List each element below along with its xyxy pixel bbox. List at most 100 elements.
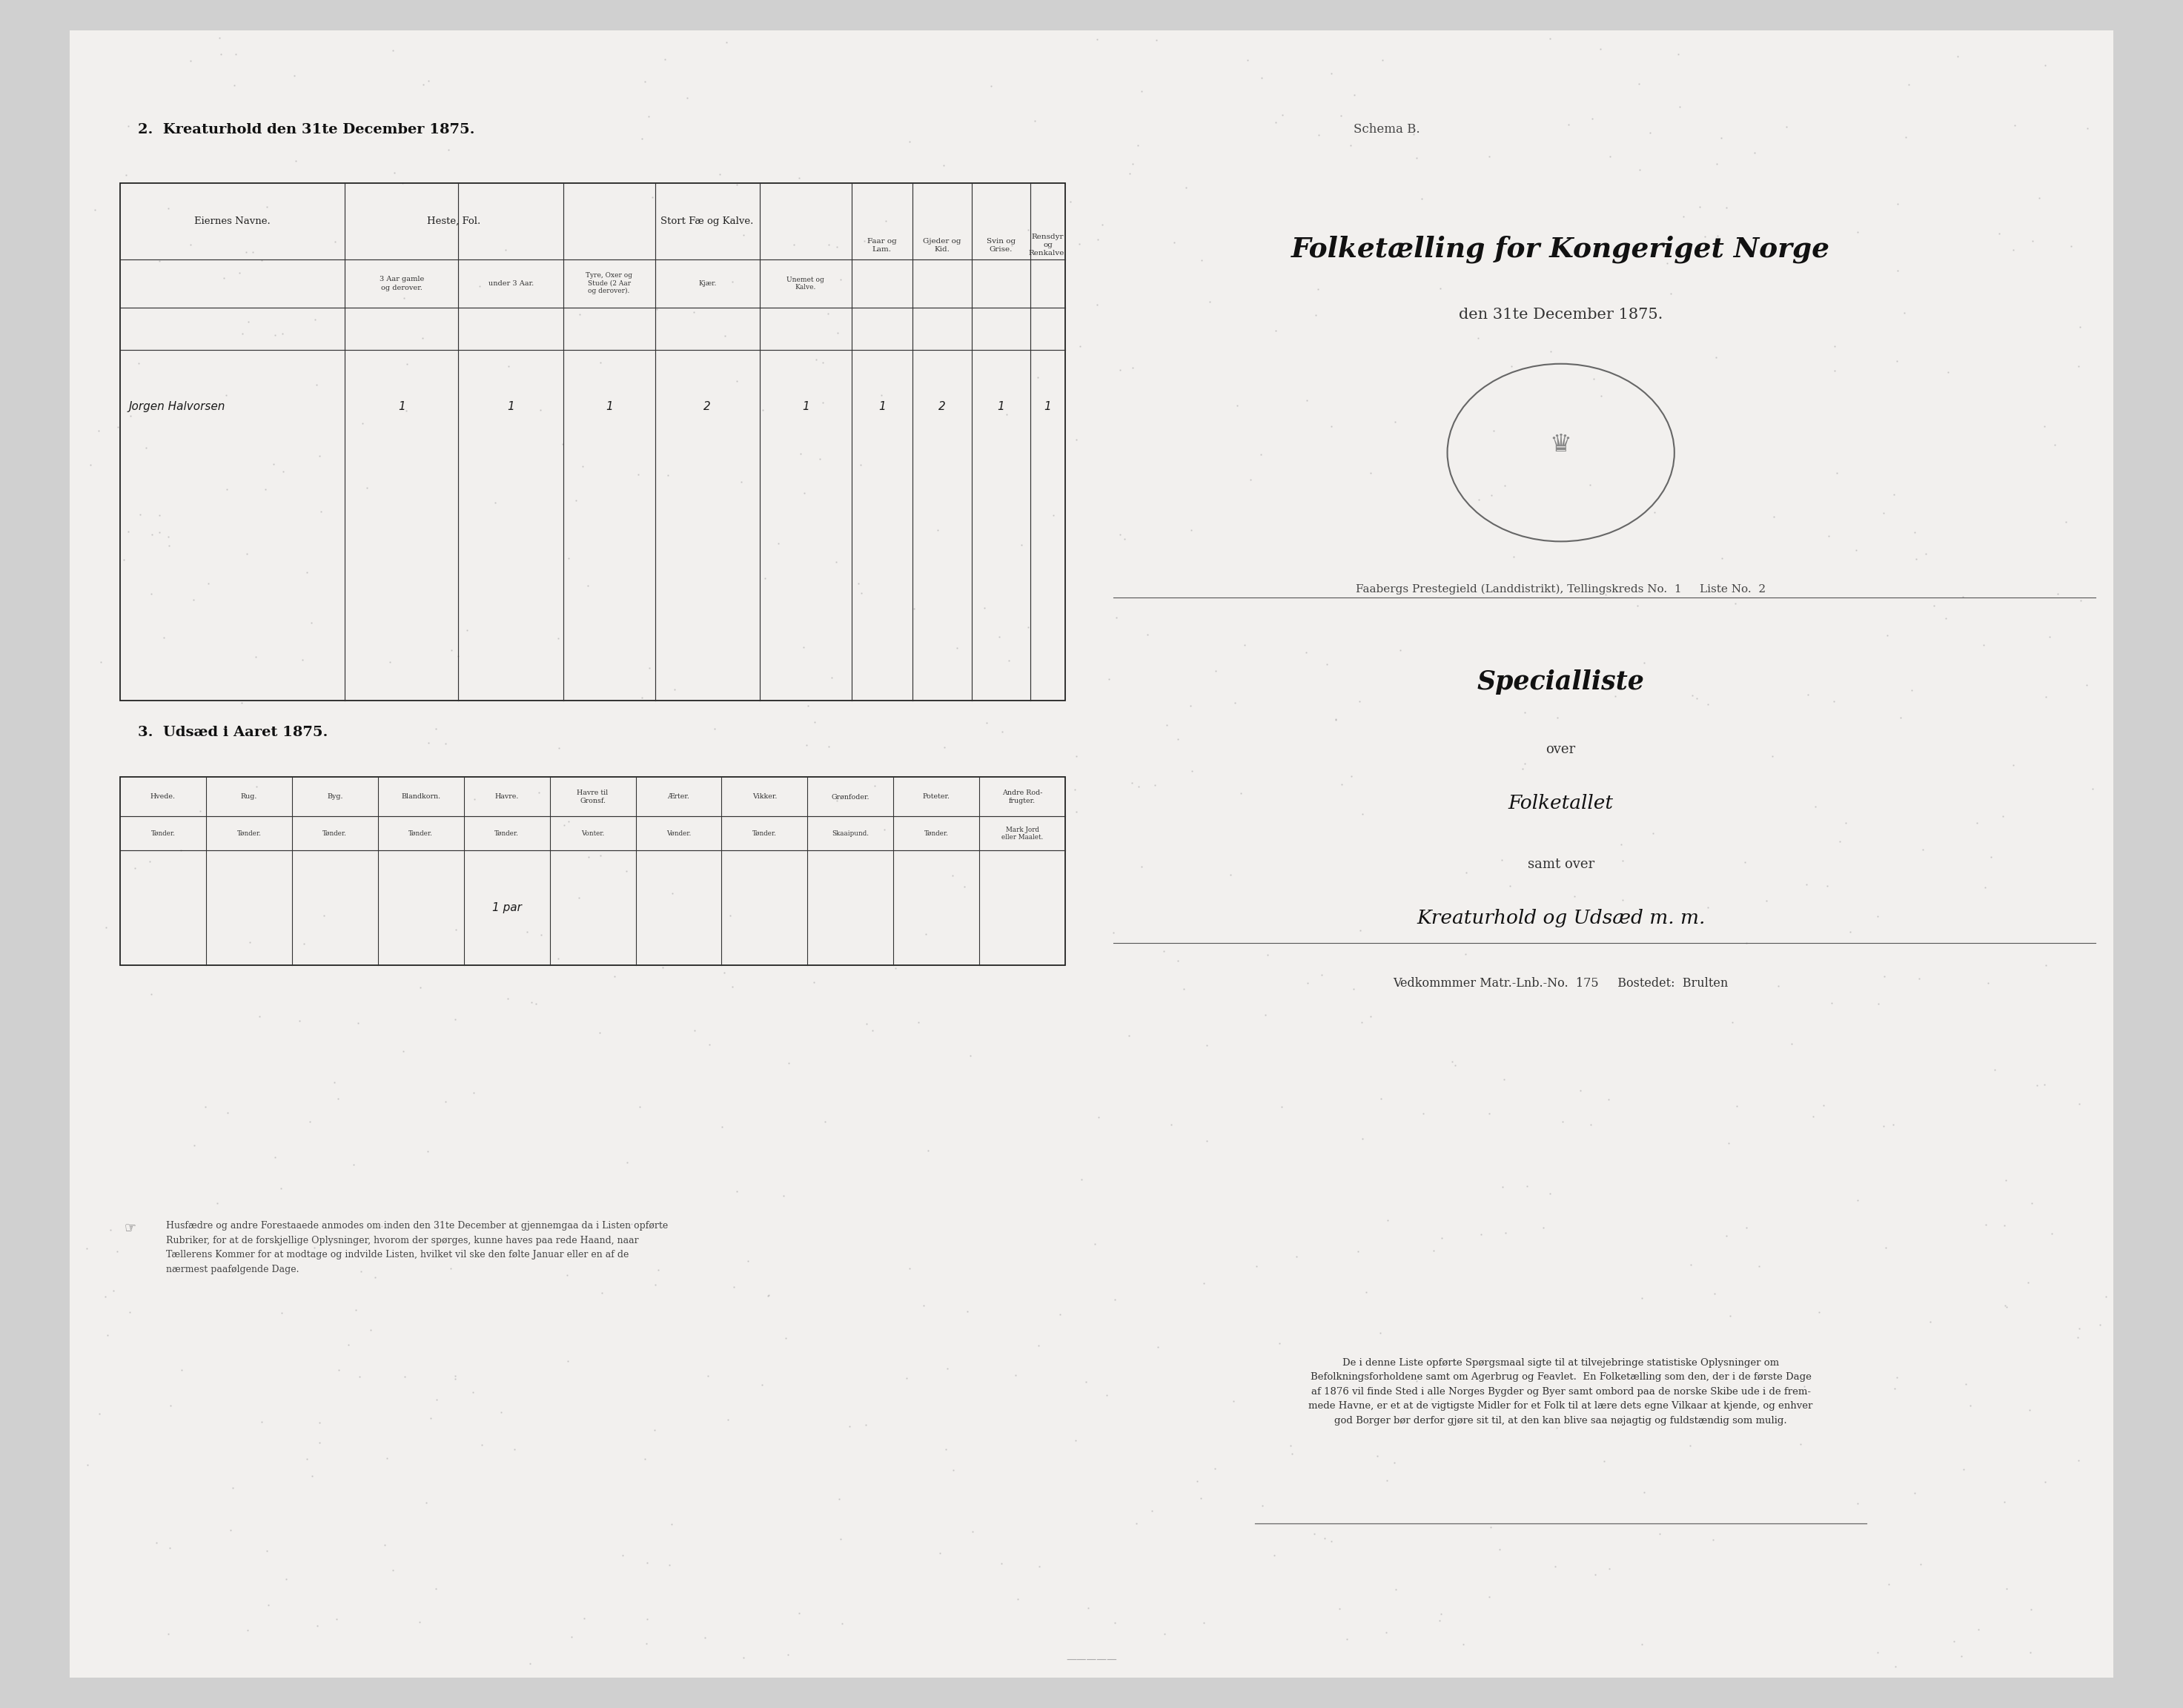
Point — [321, 1356, 356, 1383]
Point — [439, 1006, 474, 1033]
Point — [1360, 1443, 1395, 1471]
Point — [83, 649, 118, 676]
Text: 2: 2 — [939, 401, 945, 412]
Point — [1978, 1056, 2013, 1083]
Point — [653, 1551, 688, 1578]
Point — [1334, 132, 1369, 159]
Point — [264, 1175, 299, 1202]
Point — [441, 642, 476, 670]
Point — [893, 1255, 928, 1283]
Point — [341, 1009, 375, 1037]
Point — [1065, 1167, 1100, 1194]
Point — [153, 1534, 188, 1561]
Point — [1928, 605, 1963, 632]
Point — [784, 441, 819, 468]
Point — [1899, 545, 1934, 572]
Point — [365, 1213, 399, 1240]
Point — [1897, 519, 1932, 547]
Point — [1620, 591, 1655, 618]
Point — [1273, 1431, 1308, 1459]
Point — [2069, 114, 2104, 142]
Point — [1698, 343, 1733, 371]
Point — [498, 1436, 533, 1464]
Point — [1943, 1641, 1978, 1669]
Point — [419, 1387, 454, 1414]
Point — [373, 649, 408, 676]
Point — [177, 586, 212, 613]
Point — [627, 68, 661, 96]
Text: 1: 1 — [605, 401, 613, 412]
Point — [1188, 1609, 1222, 1636]
Point — [550, 808, 585, 835]
Point — [1266, 101, 1301, 128]
Point — [1871, 622, 1906, 649]
Point — [1556, 883, 1591, 910]
Text: Rensdyr
og
Renkalve.: Rensdyr og Renkalve. — [1028, 234, 1067, 256]
Point — [1423, 1600, 1458, 1628]
Point — [1251, 941, 1286, 968]
Point — [1960, 810, 1995, 837]
Point — [1353, 1003, 1388, 1030]
Point — [1701, 150, 1735, 178]
Point — [646, 46, 681, 73]
Point — [995, 232, 1030, 260]
Point — [70, 1235, 105, 1262]
Point — [1279, 1243, 1314, 1271]
FancyBboxPatch shape — [70, 31, 2113, 1677]
Point — [910, 1138, 945, 1165]
Point — [100, 1238, 135, 1266]
Point — [1406, 1100, 1441, 1127]
Point — [847, 1411, 882, 1438]
Point — [823, 1525, 858, 1553]
Point — [550, 1262, 585, 1290]
Point — [1463, 487, 1498, 514]
Point — [284, 646, 319, 673]
Point — [858, 772, 893, 799]
Point — [1674, 681, 1709, 709]
Point — [133, 581, 168, 608]
Point — [1890, 72, 1925, 99]
Point — [1288, 639, 1323, 666]
Point — [727, 222, 762, 249]
Point — [164, 837, 199, 864]
Bar — [120, 183, 1065, 700]
Point — [624, 683, 659, 711]
Point — [1860, 1640, 1895, 1667]
Point — [1362, 1085, 1397, 1112]
Point — [1696, 1281, 1731, 1308]
Point — [1888, 123, 1923, 150]
Point — [1116, 769, 1150, 796]
Point — [655, 880, 690, 907]
Point — [1987, 1488, 2021, 1515]
Point — [1484, 845, 1519, 873]
Point — [819, 234, 854, 261]
Point — [1989, 1167, 2024, 1194]
Point — [1111, 161, 1146, 188]
Point — [1818, 459, 1853, 487]
Point — [2028, 51, 2063, 79]
Point — [277, 61, 312, 89]
Point — [1755, 743, 1790, 770]
Point — [83, 1401, 118, 1428]
Point — [229, 1617, 264, 1645]
Point — [1605, 886, 1639, 914]
Point — [1936, 1628, 1971, 1655]
Point — [229, 237, 264, 265]
Point — [177, 1132, 212, 1160]
Point — [354, 1315, 389, 1342]
Point — [1244, 1493, 1279, 1520]
Text: Havre til
Gronsf.: Havre til Gronsf. — [576, 789, 609, 804]
Point — [2028, 1071, 2063, 1098]
Text: samt over: samt over — [1528, 857, 1594, 871]
Point — [142, 248, 177, 275]
Point — [410, 67, 445, 94]
Point — [1264, 1093, 1299, 1120]
Point — [1949, 1372, 1984, 1399]
Point — [1589, 581, 1624, 608]
Point — [1917, 593, 1952, 620]
Point — [1727, 849, 1762, 876]
Point — [1506, 750, 1541, 777]
Point — [1493, 354, 1528, 381]
Point — [1709, 1223, 1744, 1250]
Point — [142, 519, 177, 547]
